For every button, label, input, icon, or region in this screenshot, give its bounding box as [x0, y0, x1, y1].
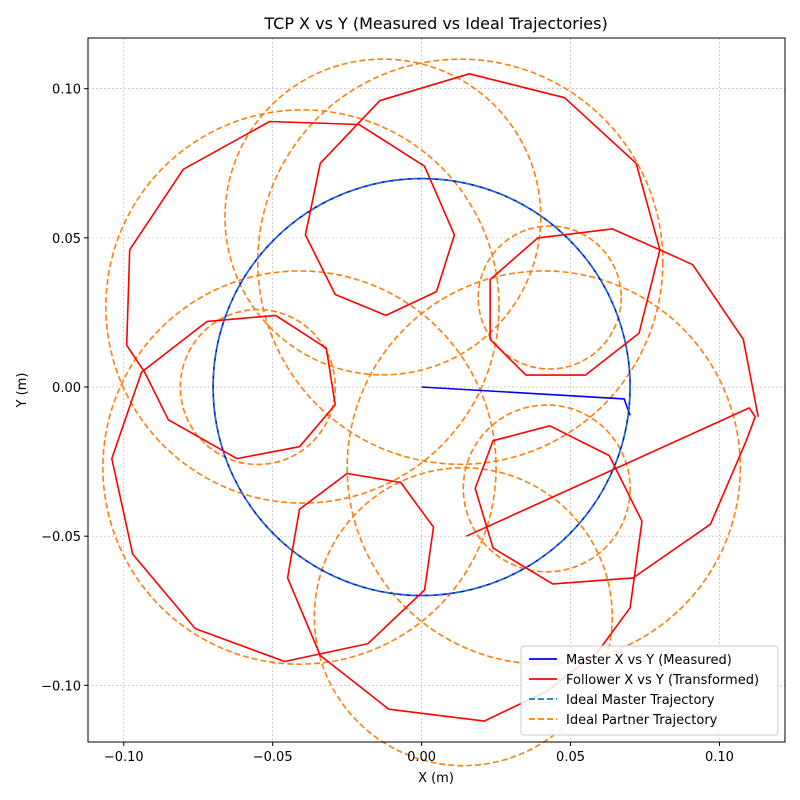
y-tick-label: −0.05 — [41, 530, 81, 545]
legend-label: Master X vs Y (Measured) — [566, 653, 732, 668]
x-tick-label: 0.10 — [705, 750, 734, 765]
x-axis-label: X (m) — [418, 771, 454, 786]
ideal-partner-circle — [224, 58, 542, 376]
legend-label: Ideal Partner Trajectory — [566, 713, 718, 728]
ideal-partner-circle — [462, 404, 631, 573]
x-tick-label: −0.05 — [253, 750, 293, 765]
y-axis-label: Y (m) — [15, 373, 30, 409]
ticks: −0.10 −0.05 0.00 0.05 0.10 −0.10 −0.05 0.00 0.05… — [41, 83, 734, 765]
chart-title: TCP X vs Y (Measured vs Ideal Trajectori… — [263, 14, 607, 33]
grid — [88, 38, 785, 742]
ideal-partner-circle — [102, 270, 497, 665]
ideal-partner-circle — [105, 109, 500, 504]
ideal-partner-circle — [477, 225, 622, 370]
ideal-partner-circle — [179, 308, 337, 466]
plot-frame — [87, 37, 786, 743]
y-tick-label: −0.10 — [41, 679, 81, 694]
x-tick-label: 0.00 — [407, 750, 436, 765]
legend: Master X vs Y (Measured) Follower X vs Y … — [520, 645, 779, 736]
legend-box — [520, 645, 779, 736]
ideal-master-circle — [212, 177, 631, 597]
legend-label: Follower X vs Y (Transformed) — [566, 673, 759, 688]
legend-label: Ideal Master Trajectory — [566, 693, 715, 708]
y-tick-label: 0.10 — [52, 83, 81, 98]
ideal-partner-circle — [313, 466, 614, 767]
x-tick-label: −0.10 — [104, 750, 144, 765]
follower-line — [111, 73, 759, 722]
y-tick-label: 0.00 — [52, 381, 81, 396]
ideal-partner-circle — [256, 58, 664, 466]
x-tick-label: 0.05 — [556, 750, 585, 765]
y-tick-label: 0.05 — [52, 232, 81, 247]
